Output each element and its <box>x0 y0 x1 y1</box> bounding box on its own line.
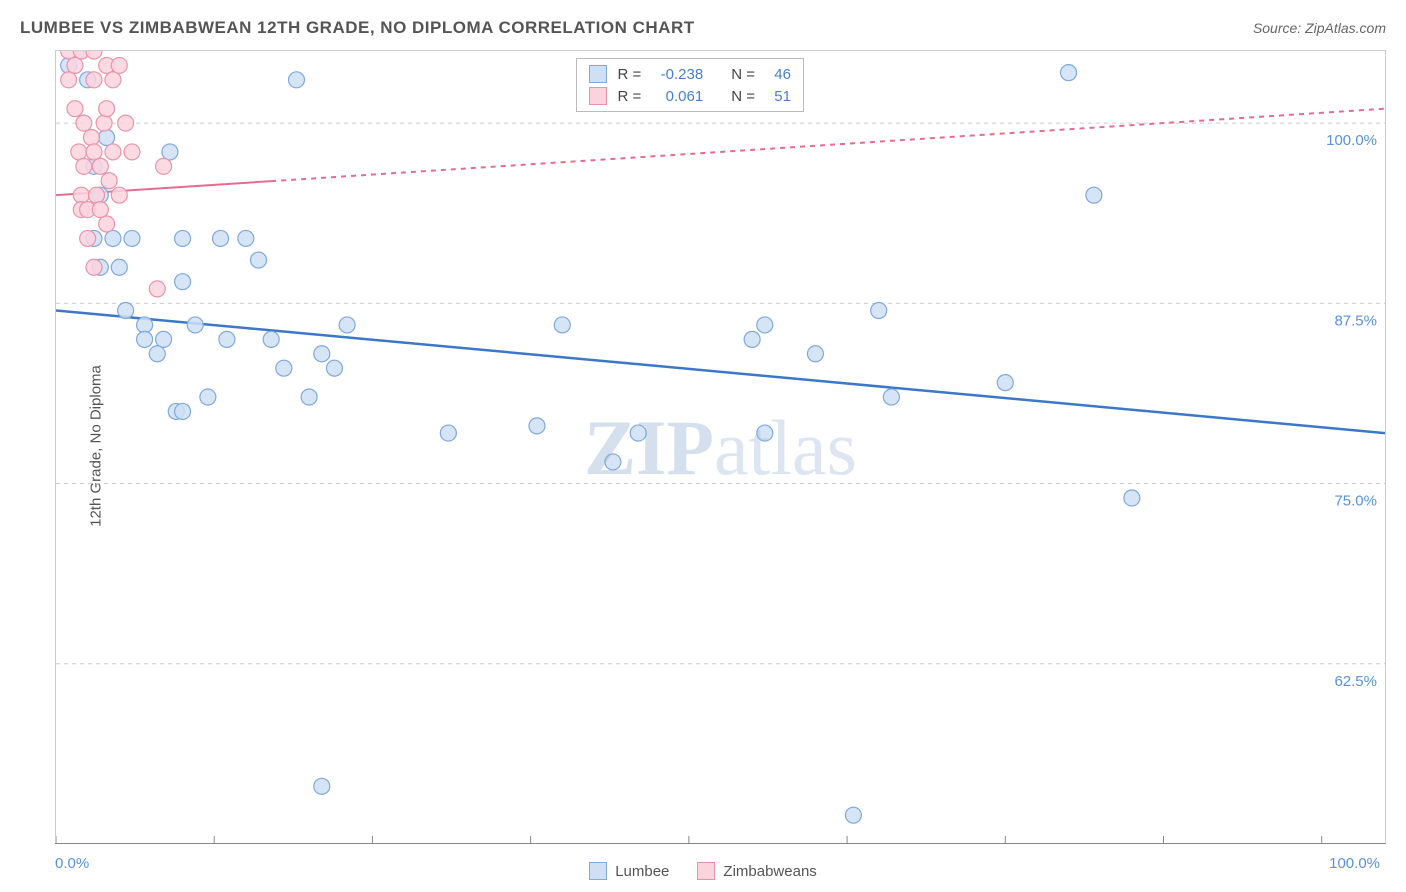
stats-swatch-0 <box>589 65 607 83</box>
source-label: Source: ZipAtlas.com <box>1253 20 1386 36</box>
scatter-svg: 62.5% 75.0% 87.5% 100.0% <box>56 51 1385 844</box>
stats-r-label-0: R = <box>617 66 641 83</box>
plot-area: 62.5%75.0%87.5%100.0% ZIPatlas <box>55 50 1386 844</box>
stats-n-label-0: N = <box>731 66 755 83</box>
stats-r-val-1: 0.061 <box>651 88 703 105</box>
chart-title: LUMBEE VS ZIMBABWEAN 12TH GRADE, NO DIPL… <box>20 18 695 38</box>
stats-box: R = -0.238 N = 46 R = 0.061 N = 51 <box>576 58 804 112</box>
x-axis-line <box>55 843 1386 844</box>
svg-text:100.0%: 100.0% <box>1326 132 1377 149</box>
legend-label-1: Zimbabweans <box>723 863 816 880</box>
stats-n-val-0: 46 <box>765 66 791 83</box>
legend-label-0: Lumbee <box>615 863 669 880</box>
legend-item-1: Zimbabweans <box>697 862 816 880</box>
legend-swatch-1 <box>697 862 715 880</box>
stats-row-0: R = -0.238 N = 46 <box>589 65 791 83</box>
stats-row-1: R = 0.061 N = 51 <box>589 87 791 105</box>
svg-text:62.5%: 62.5% <box>1334 673 1377 690</box>
stats-swatch-1 <box>589 87 607 105</box>
legend-item-0: Lumbee <box>589 862 669 880</box>
stats-r-label-1: R = <box>617 88 641 105</box>
stats-n-label-1: N = <box>731 88 755 105</box>
stats-r-val-0: -0.238 <box>651 66 703 83</box>
bottom-legend: Lumbee Zimbabweans <box>0 862 1406 880</box>
svg-text:75.0%: 75.0% <box>1334 493 1377 510</box>
svg-text:87.5%: 87.5% <box>1334 312 1377 329</box>
legend-swatch-0 <box>589 862 607 880</box>
stats-n-val-1: 51 <box>765 88 791 105</box>
